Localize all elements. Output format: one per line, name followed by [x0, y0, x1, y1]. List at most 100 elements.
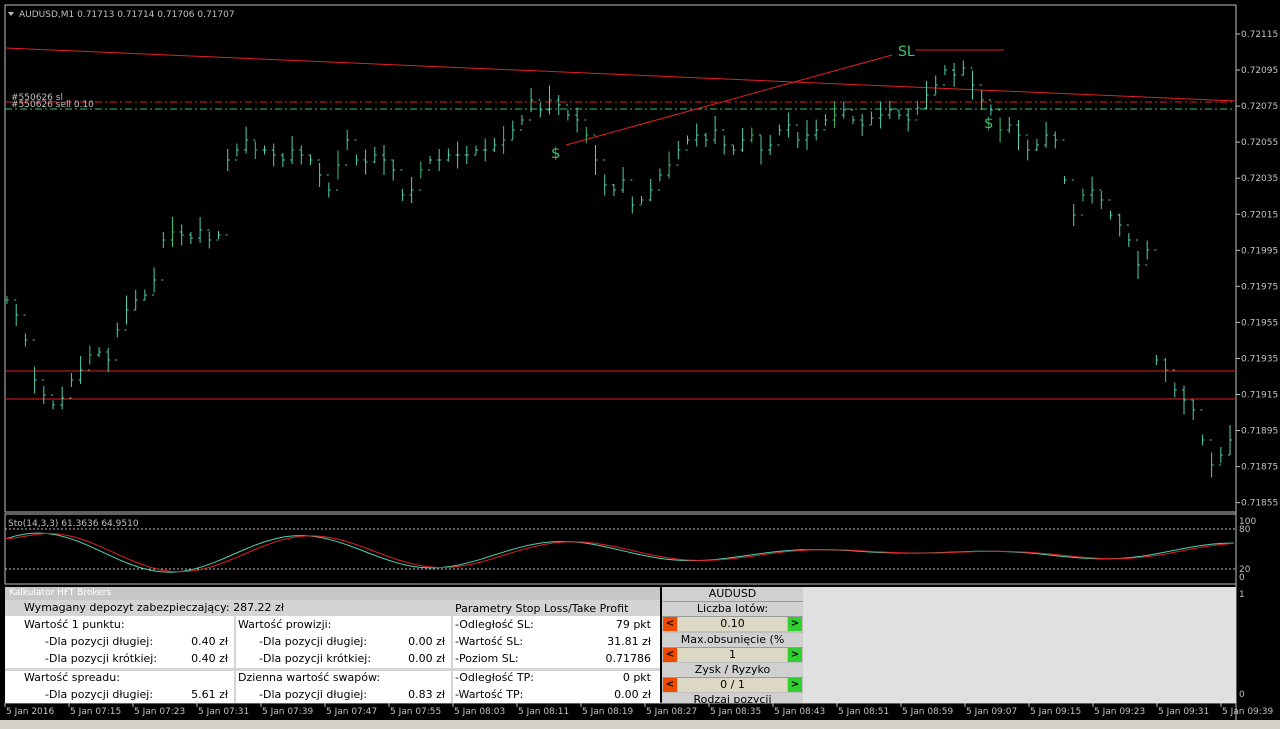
price-tick: 0.71895 — [1241, 427, 1278, 437]
chart-tabs-bar[interactable] — [0, 720, 1280, 729]
dollar-marker-icon: $ — [984, 114, 994, 132]
price-tick: 0.72035 — [1241, 174, 1278, 184]
price-tick: 0.71915 — [1241, 391, 1278, 401]
spread-long-label: -Dla pozycji długiej: — [45, 688, 154, 701]
comm-long-label: -Dla pozycji długiej: — [259, 635, 368, 648]
deposit-label: Wymagany depozyt zabezpieczający: 287.22… — [24, 601, 284, 614]
lots-label: Liczba lotów: — [662, 602, 803, 617]
drawdown-increase-button[interactable]: > — [788, 648, 802, 662]
rr-label: Zysk / Ryzyko — [662, 663, 803, 678]
time-tick: 5 Jan 08:59 — [902, 707, 954, 717]
sl-distance-label: -Odległość SL: — [455, 618, 534, 631]
tp-distance-label: -Odległość TP: — [455, 671, 534, 684]
swap-long-value: 0.83 zł — [408, 688, 445, 701]
time-tick: 5 Jan 07:15 — [70, 707, 121, 717]
panel-title: Kalkulator HFT Brokers — [5, 587, 660, 600]
time-tick: 5 Jan 09:23 — [1094, 707, 1145, 717]
spread-label: Wartość spreadu: — [24, 671, 120, 684]
comm-short-value: 0.00 zł — [408, 652, 445, 665]
drawdown-value[interactable]: 1 — [678, 648, 787, 662]
sto-tick: 100 — [1239, 517, 1256, 527]
indicator-window — [803, 587, 1236, 703]
time-tick: 5 Jan 08:19 — [582, 707, 634, 717]
sto-tick: 20 — [1239, 565, 1251, 575]
drawdown-decrease-button[interactable]: < — [663, 648, 677, 662]
sl-marker: SL — [898, 44, 915, 60]
price-axis: 0.72115 0.72095 0.72075 0.72055 0.72035 0.720… — [1236, 30, 1278, 509]
price-tick: 0.71995 — [1241, 246, 1278, 256]
symbol-label: AUDUSD — [662, 587, 803, 602]
rr-value[interactable]: 0 / 1 — [678, 678, 787, 692]
time-tick: 5 Jan 07:39 — [262, 707, 314, 717]
order-sl-label: #550626 sl — [11, 93, 63, 103]
rr-increase-button[interactable]: > — [788, 678, 802, 692]
trend-line[interactable] — [565, 54, 893, 146]
sl-level-value: 0.71786 — [605, 652, 652, 665]
point-long-value: 0.40 zł — [191, 635, 228, 648]
time-tick: 5 Jan 08:03 — [454, 707, 505, 717]
point-value-label: Wartość 1 punktu: — [24, 618, 125, 631]
lots-increase-button[interactable]: > — [788, 617, 802, 631]
order-sell-label: #550626 sell 0.10 — [11, 100, 94, 110]
time-tick: 5 Jan 09:39 — [1222, 707, 1274, 717]
dollar-marker-icon: $ — [551, 144, 561, 162]
stochastic-label: Sto(14,3,3) 61.3636 64.9510 — [8, 519, 139, 529]
position-type-label: Rodzaj pozycji — [662, 693, 803, 703]
price-tick: 0.72095 — [1241, 66, 1278, 76]
time-tick: 5 Jan 2016 — [6, 707, 54, 717]
sto-tick: 0 — [1239, 573, 1245, 583]
tp-value-label: -Wartość TP: — [455, 688, 524, 701]
trend-line[interactable] — [4, 47, 1237, 102]
sltp-header: Parametry Stop Loss/Take Profit — [455, 602, 629, 615]
time-tick: 5 Jan 07:23 — [134, 707, 185, 717]
sl-value-label: -Wartość SL: — [455, 635, 524, 648]
price-bars — [5, 60, 1232, 478]
time-tick: 5 Jan 08:11 — [518, 707, 569, 717]
sl-value-value: 31.81 zł — [607, 635, 651, 648]
lots-value[interactable]: 0.10 — [678, 617, 787, 631]
tp-value-value: 0.00 zł — [614, 688, 651, 701]
time-tick: 5 Jan 09:15 — [1030, 707, 1081, 717]
sl-distance-value: 79 pkt — [615, 618, 651, 631]
point-short-label: -Dla pozycji krótkiej: — [45, 652, 158, 665]
price-tick: 0.72015 — [1241, 210, 1278, 220]
swap-label: Dzienna wartość swapów: — [238, 671, 381, 684]
sl-level-label: -Poziom SL: — [455, 652, 519, 665]
sub-axis-bottom: 0 — [1239, 690, 1245, 700]
commission-label: Wartość prowizji: — [238, 618, 332, 631]
rr-decrease-button[interactable]: < — [663, 678, 677, 692]
trade-controls: AUDUSD Liczba lotów: < 0.10 > Max.obsuni… — [662, 587, 803, 703]
price-tick: 0.71855 — [1241, 499, 1278, 509]
point-short-value: 0.40 zł — [191, 652, 228, 665]
time-tick: 5 Jan 07:31 — [198, 707, 249, 717]
price-tick: 0.71875 — [1241, 463, 1278, 473]
time-tick: 5 Jan 08:35 — [710, 707, 761, 717]
price-tick: 0.71955 — [1241, 318, 1278, 328]
comm-long-value: 0.00 zł — [408, 635, 445, 648]
time-tick: 5 Jan 07:55 — [390, 707, 441, 717]
stochastic-signal-line — [5, 532, 1235, 573]
time-tick: 5 Jan 07:47 — [326, 707, 377, 717]
hft-calculator-panel: Kalkulator HFT Brokers Wymagany depozyt … — [5, 587, 660, 703]
time-tick: 5 Jan 09:07 — [966, 707, 1017, 717]
stochastic-main-line — [5, 532, 1235, 573]
spread-long-value: 5.61 zł — [191, 688, 228, 701]
time-tick: 5 Jan 08:43 — [774, 707, 825, 717]
comm-short-label: -Dla pozycji krótkiej: — [259, 652, 372, 665]
time-tick: 5 Jan 09:31 — [1158, 707, 1209, 717]
time-tick: 5 Jan 08:51 — [838, 707, 889, 717]
time-axis: 5 Jan 2016 5 Jan 07:15 5 Jan 07:23 5 Jan 07… — [4, 703, 1274, 717]
price-tick: 0.72075 — [1241, 102, 1278, 112]
price-tick: 0.71935 — [1241, 354, 1278, 364]
price-tick: 0.72055 — [1241, 138, 1278, 148]
sub-axis-top: 1 — [1239, 590, 1245, 600]
lots-decrease-button[interactable]: < — [663, 617, 677, 631]
chart-menu-arrow-icon[interactable] — [8, 12, 14, 16]
price-tick: 0.72115 — [1241, 30, 1278, 40]
point-long-label: -Dla pozycji długiej: — [45, 635, 154, 648]
tp-distance-value: 0 pkt — [622, 671, 651, 684]
chart-header: AUDUSD,M1 0.71713 0.71714 0.71706 0.7170… — [19, 10, 235, 20]
swap-long-label: -Dla pozycji długiej: — [259, 688, 368, 701]
time-tick: 5 Jan 08:27 — [646, 707, 697, 717]
drawdown-label: Max.obsunięcie (% equity) — [662, 633, 803, 660]
